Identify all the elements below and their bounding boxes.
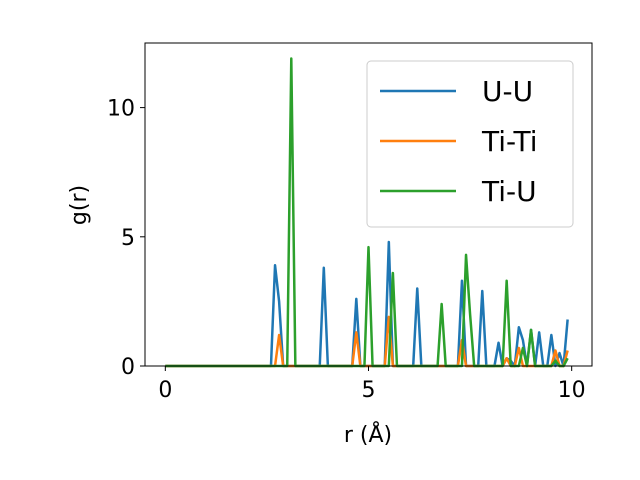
y-axis-label: g(r) xyxy=(67,185,92,225)
legend-label-ti-ti: Ti-Ti xyxy=(481,125,538,158)
x-tick-label: 5 xyxy=(362,378,376,403)
y-tick-label: 0 xyxy=(121,355,135,380)
x-axis-label: r (Å) xyxy=(344,421,392,448)
legend-label-ti-u: Ti-U xyxy=(481,175,537,208)
y-axis: 0 5 10 xyxy=(107,97,145,380)
y-tick-label: 10 xyxy=(107,97,135,122)
legend: U-U Ti-Ti Ti-U xyxy=(366,60,574,228)
legend-box xyxy=(366,60,574,228)
x-tick-label: 10 xyxy=(558,378,586,403)
y-tick-label: 5 xyxy=(121,226,135,251)
legend-label-u-u: U-U xyxy=(482,75,533,108)
x-tick-label: 0 xyxy=(158,378,172,403)
x-axis: 0 5 10 xyxy=(158,366,586,403)
